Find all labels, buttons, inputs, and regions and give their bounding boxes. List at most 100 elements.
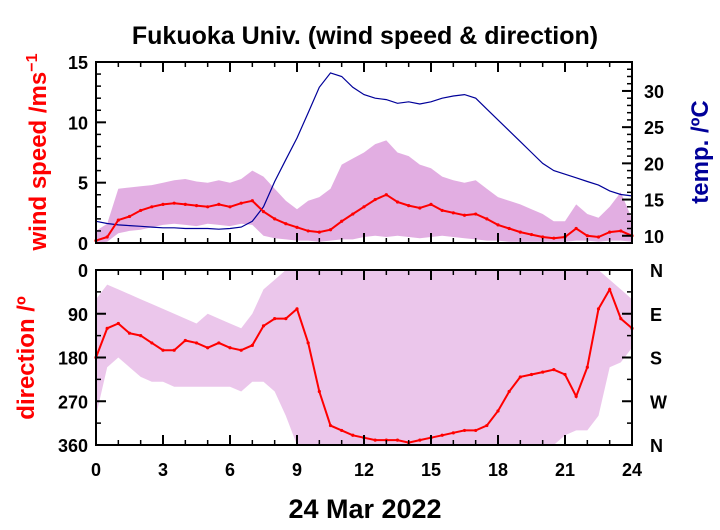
wind-speed-point — [574, 226, 578, 231]
temperature-tick-label: 20 — [644, 154, 664, 174]
direction-point — [585, 365, 589, 369]
direction-point — [608, 287, 612, 292]
wind-speed-point — [552, 236, 556, 240]
direction-tick-label: 180 — [58, 349, 88, 369]
compass-tick-label: W — [650, 392, 667, 412]
wind-speed-point — [239, 201, 243, 205]
direction-point — [150, 341, 154, 345]
wind-speed-point — [306, 229, 310, 233]
direction-point — [295, 307, 299, 311]
wind-speed-point — [518, 230, 522, 234]
wind-speed-point — [474, 212, 478, 216]
wind-speed-point — [105, 235, 109, 239]
wind-speed-panel: 0 5 10 15 10 15 20 25 30 — [68, 53, 664, 254]
wind-speed-point — [183, 202, 187, 206]
direction-point — [306, 341, 310, 345]
x-tick-label: 9 — [292, 460, 302, 480]
x-tick-label: 18 — [488, 460, 508, 480]
direction-axis-label: direction /º — [13, 296, 40, 420]
direction-point — [239, 348, 243, 352]
direction-point — [139, 334, 143, 338]
wind-speed-point — [429, 202, 433, 206]
chart-title: Fukuoka Univ. (wind speed & direction) — [132, 22, 598, 50]
wind-speed-point — [250, 199, 254, 203]
wind-speed-point — [373, 197, 377, 202]
wind-speed-point — [317, 230, 321, 234]
x-tick-label: 15 — [421, 460, 441, 480]
direction-point — [518, 375, 522, 379]
direction-spread-layer — [96, 270, 632, 445]
direction-point — [574, 394, 578, 398]
direction-tick-label: 0 — [78, 261, 88, 281]
direction-point — [261, 324, 266, 328]
wind-speed-point — [139, 208, 143, 213]
temperature-tick-label: 25 — [644, 118, 664, 138]
direction-point — [183, 338, 187, 343]
wind-speed-point — [362, 205, 366, 209]
wind-speed-point — [541, 235, 545, 239]
wind-speed-point — [585, 234, 589, 238]
direction-point — [217, 341, 221, 345]
x-tick-label: 3 — [158, 460, 168, 480]
wind-speed-point — [217, 202, 221, 206]
temperature-layer — [95, 72, 633, 230]
wind-speed-point — [596, 235, 601, 239]
direction-point — [451, 431, 455, 435]
direction-spread-band — [96, 270, 632, 445]
direction-point — [418, 438, 422, 442]
direction-point — [351, 433, 355, 437]
direction-point — [440, 433, 444, 437]
wind-speed-point — [150, 205, 154, 209]
direction-point — [328, 423, 333, 428]
direction-point — [563, 372, 567, 377]
temperature-axis-label: temp. /ºC — [687, 100, 714, 203]
compass-tick-label: N — [650, 261, 663, 281]
wind-speed-point — [340, 219, 344, 223]
wind-speed-point — [619, 229, 623, 233]
wind-speed-point — [261, 210, 266, 214]
direction-point — [340, 428, 344, 433]
wind-speed-axis-label: wind speed /ms−1 — [24, 53, 52, 251]
compass-tick-label: E — [650, 305, 662, 325]
wind-speed-point — [485, 217, 489, 221]
direction-point — [619, 317, 623, 321]
wind-speed-tick-label: 10 — [68, 113, 88, 133]
direction-tick-label: 270 — [58, 392, 88, 412]
direction-point — [395, 438, 400, 442]
direction-point — [474, 428, 478, 433]
direction-tick-label: 360 — [58, 436, 88, 456]
wind-speed-point — [127, 214, 132, 219]
direction-ticks: 0 N 90 E 180 S 270 W 360 N — [58, 261, 667, 456]
direction-point — [161, 348, 165, 352]
direction-point — [172, 348, 176, 352]
wind-speed-point — [384, 193, 388, 197]
compass-tick-label: S — [650, 349, 662, 369]
x-tick-label: 0 — [91, 460, 101, 480]
direction-point — [596, 307, 601, 311]
direction-point — [496, 409, 500, 413]
wind-speed-ticks: 0 5 10 15 10 15 20 25 30 — [68, 53, 664, 254]
wind-speed-point — [418, 206, 422, 210]
temperature-line — [95, 72, 633, 230]
direction-point — [529, 372, 534, 377]
wind-speed-point — [451, 211, 455, 215]
wind-speed-point — [440, 208, 444, 213]
direction-point — [462, 428, 467, 433]
direction-point — [250, 343, 254, 347]
compass-tick-label: N — [650, 436, 663, 456]
wind-speed-point — [172, 201, 176, 205]
wind-speed-point — [194, 203, 199, 208]
direction-tick-label: 90 — [68, 305, 88, 325]
direction-point — [273, 317, 277, 321]
x-axis-label: 24 Mar 2022 — [288, 494, 441, 524]
direction-point — [228, 346, 232, 350]
wind-speed-point — [273, 217, 277, 221]
direction-point — [116, 321, 120, 326]
x-tick-label: 12 — [354, 460, 374, 480]
direction-point — [127, 331, 132, 335]
wind-speed-point — [351, 212, 355, 216]
wind-speed-point — [284, 222, 288, 226]
wind-speed-point — [608, 230, 612, 234]
wind-speed-point — [295, 225, 299, 229]
direction-point — [541, 370, 545, 374]
